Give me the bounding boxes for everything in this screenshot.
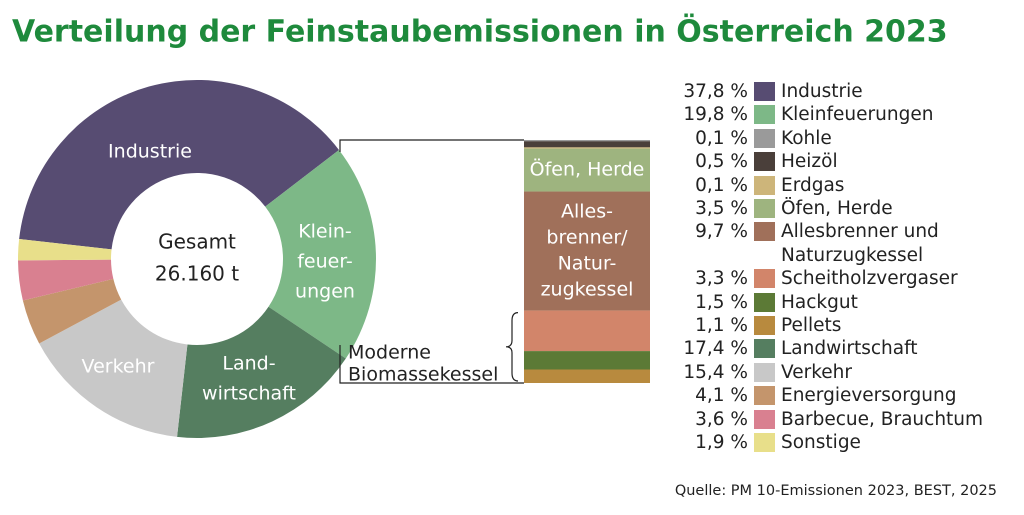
legend-swatch <box>754 105 775 125</box>
legend-label: Kohle <box>781 127 832 149</box>
legend-label: Kleinfeuerungen <box>781 104 934 126</box>
center-label: Gesamt <box>158 230 236 254</box>
legend-item: 1,1 % Pellets <box>650 314 1010 337</box>
donut-slice <box>177 306 346 438</box>
legend-swatch <box>754 82 775 101</box>
breakdown-segment <box>524 140 650 142</box>
legend-item: 9,7 % Allesbrenner und Naturzugkessel <box>650 220 1010 267</box>
chart-title: Verteilung der Feinstaubemissionen in Ös… <box>12 13 948 50</box>
legend-label: Energieversorgung <box>781 385 957 407</box>
legend-value: 0,1 % <box>695 174 748 196</box>
breakdown-segment <box>524 369 650 383</box>
slice-label: ungen <box>295 281 355 303</box>
legend-swatch <box>754 152 775 172</box>
segment-label: Öfen, Herde <box>530 158 645 181</box>
legend-swatch <box>754 409 775 429</box>
legend-item: 37,8 % Industrie <box>650 80 1010 103</box>
legend-label: Pellets <box>781 315 842 337</box>
legend-swatch <box>754 292 775 312</box>
legend-label: Barbecue, Brauchtum <box>781 408 984 430</box>
connector <box>339 345 524 384</box>
legend-label: Heizöl <box>781 151 838 173</box>
legend-swatch <box>754 128 775 148</box>
legend-item: 3,5 % Öfen, Herde <box>650 197 1010 220</box>
legend-item: 3,3 % Scheitholzvergaser <box>650 267 1010 290</box>
legend-value: 0,1 % <box>695 127 748 149</box>
slice-label: feuer- <box>297 251 353 273</box>
legend-item: 4,1 % Energieversorgung <box>650 384 1010 407</box>
legend-label: Scheitholzvergaser <box>781 268 958 290</box>
legend-label: Industrie <box>781 81 863 102</box>
segment-label: Alles- <box>561 201 613 223</box>
segment-label: brenner/ <box>546 227 628 249</box>
legend-swatch <box>754 175 775 195</box>
center-label: 26.160 t <box>155 262 239 286</box>
legend-label: Landwirtschaft <box>781 338 918 360</box>
legend-swatch <box>754 269 775 289</box>
legend-value: 1,9 % <box>695 432 748 454</box>
legend-item: 19,8 % Kleinfeuerungen <box>650 103 1010 126</box>
legend-item: 1,9 % Sonstige <box>650 431 1010 454</box>
donut-slice <box>22 278 122 344</box>
legend-value: 37,8 % <box>683 81 748 102</box>
legend-swatch <box>754 433 775 453</box>
slice-label: Klein- <box>298 221 352 243</box>
legend-value: 3,6 % <box>695 408 748 430</box>
legend-swatch <box>754 222 775 242</box>
legend-value: 15,4 % <box>683 361 748 383</box>
breakdown-segment <box>524 310 650 352</box>
legend-swatch <box>754 316 775 336</box>
legend-value: 19,8 % <box>683 104 748 126</box>
legend-value: 9,7 % <box>695 221 748 243</box>
legend-label: Öfen, Herde <box>781 198 893 220</box>
legend-value: 4,1 % <box>695 385 748 407</box>
legend-value: 1,1 % <box>695 315 748 337</box>
legend-value: 3,5 % <box>695 198 748 220</box>
bracket-label: Biomassekessel <box>348 364 498 386</box>
breakdown-segment <box>524 351 650 370</box>
breakdown-segment <box>524 148 650 192</box>
donut-slice <box>18 259 114 301</box>
legend-value: 17,4 % <box>683 338 748 360</box>
legend-label: Allesbrenner und Naturzugkessel <box>781 221 939 266</box>
legend: 37,8 % Industrie 19,8 % Kleinfeuerungen 0,1 … <box>650 80 1010 455</box>
legend-item: 0,5 % Heizöl <box>650 150 1010 173</box>
legend-label: Hackgut <box>781 291 858 313</box>
source: Quelle: PM 10-Emissionen 2023, BEST, 202… <box>675 483 997 499</box>
breakdown-segment <box>524 147 650 149</box>
legend-item: 0,1 % Kohle <box>650 127 1010 150</box>
legend-item: 3,6 % Barbecue, Brauchtum <box>650 408 1010 431</box>
legend-label: Verkehr <box>781 361 852 383</box>
slice-label: Industrie <box>108 141 192 163</box>
legend-swatch <box>754 199 775 219</box>
connector <box>339 139 524 152</box>
legend-item: 15,4 % Verkehr <box>650 361 1010 384</box>
donut-slice <box>19 80 339 250</box>
legend-value: 3,3 % <box>695 268 748 290</box>
breakdown-segment <box>524 141 650 148</box>
slice-label: wirtschaft <box>202 383 296 405</box>
legend-value: 0,5 % <box>695 151 748 173</box>
donut-slice <box>265 149 376 359</box>
legend-swatch <box>754 362 775 382</box>
legend-swatch <box>754 386 775 406</box>
breakdown-segment <box>524 191 650 311</box>
slice-label: Verkehr <box>82 356 155 378</box>
legend-item: 0,1 % Erdgas <box>650 174 1010 197</box>
segment-label: Natur- <box>558 253 617 275</box>
legend-value: 1,5 % <box>695 291 748 313</box>
donut-slice <box>39 299 188 437</box>
legend-item: 17,4 % Landwirtschaft <box>650 337 1010 360</box>
donut-slice <box>17 239 112 261</box>
segment-label: zugkessel <box>541 279 634 301</box>
legend-label: Erdgas <box>781 174 845 196</box>
bracket <box>505 311 519 382</box>
legend-swatch <box>754 339 775 359</box>
legend-item: 1,5 % Hackgut <box>650 291 1010 314</box>
slice-label: Land- <box>222 353 275 375</box>
legend-label: Sonstige <box>781 432 861 454</box>
bracket-label: Moderne <box>348 342 431 364</box>
